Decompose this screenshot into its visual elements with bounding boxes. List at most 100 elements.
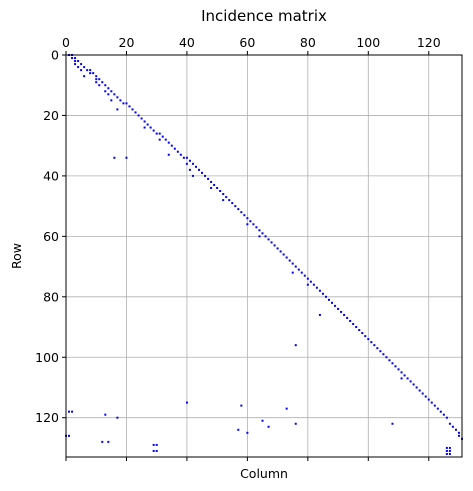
matrix-entry [107, 440, 110, 443]
matrix-entry [95, 78, 98, 81]
matrix-entry [167, 141, 170, 144]
matrix-entry [198, 168, 201, 171]
matrix-entry [445, 452, 448, 455]
matrix-entry [152, 443, 155, 446]
matrix-entry [125, 102, 128, 105]
matrix-entry [107, 87, 110, 90]
matrix-entry [77, 60, 80, 63]
matrix-entry [188, 159, 191, 162]
matrix-entry [400, 377, 403, 380]
matrix-entry [291, 271, 294, 274]
matrix-entry [258, 229, 261, 232]
matrix-entry [331, 301, 334, 304]
matrix-entry [188, 168, 191, 171]
matrix-entry [321, 292, 324, 295]
matrix-entry [349, 319, 352, 322]
matrix-entry [80, 69, 83, 72]
x-tick-label: 80 [300, 35, 316, 50]
matrix-entry [128, 105, 131, 108]
matrix-entry [173, 147, 176, 150]
matrix-entry [246, 217, 249, 220]
matrix-entry [309, 280, 312, 283]
matrix-entry [158, 138, 161, 141]
matrix-entry [158, 132, 161, 135]
matrix-entry [285, 407, 288, 410]
matrix-entry [237, 428, 240, 431]
y-tick-label: 80 [43, 289, 59, 304]
matrix-entry [167, 153, 170, 156]
y-axis-label: Row [9, 243, 24, 269]
matrix-entry [210, 180, 213, 183]
matrix-entry [137, 114, 140, 117]
matrix-entry [246, 223, 249, 226]
matrix-entry [140, 117, 143, 120]
matrix-entry [439, 410, 442, 413]
matrix-entry [161, 135, 164, 138]
matrix-entry [430, 401, 433, 404]
matrix-entry [285, 256, 288, 259]
x-tick-label: 0 [62, 35, 70, 50]
matrix-entry [394, 365, 397, 368]
matrix-entry [240, 404, 243, 407]
matrix-entry [204, 174, 207, 177]
matrix-entry [89, 69, 92, 72]
matrix-entry [391, 422, 394, 425]
matrix-entry [448, 452, 451, 455]
matrix-entry [152, 449, 155, 452]
matrix-entry [170, 144, 173, 147]
matrix-entry [454, 428, 457, 431]
matrix-entry [107, 93, 110, 96]
x-axis-ticks: 0 20 40 60 80 100 120 [62, 35, 441, 55]
matrix-entry [95, 81, 98, 84]
matrix-entry [83, 66, 86, 69]
x-axis-bottom-ticks [65, 457, 430, 461]
matrix-entry [116, 416, 119, 419]
matrix-entry [352, 323, 355, 326]
matrix-entry [261, 419, 264, 422]
matrix-entry [113, 93, 116, 96]
matrix-entry [364, 335, 367, 338]
matrix-entry [261, 232, 264, 235]
matrix-entry [101, 81, 104, 84]
matrix-entry [327, 298, 330, 301]
matrix-entry [258, 235, 261, 238]
matrix-entry [436, 407, 439, 410]
matrix-entry [89, 72, 92, 75]
matrix-entry [448, 446, 451, 449]
matrix-entry [83, 75, 86, 78]
y-tick-label: 120 [35, 410, 59, 425]
matrix-entry [294, 422, 297, 425]
matrix-entry [379, 350, 382, 353]
matrix-entry [71, 57, 74, 60]
matrix-entry [68, 410, 71, 413]
matrix-entry [185, 156, 188, 159]
matrix-entry [297, 268, 300, 271]
matrix-entry [146, 123, 149, 126]
matrix-entry [176, 150, 179, 153]
matrix-entry [74, 63, 77, 66]
matrix-entry [77, 66, 80, 69]
matrix-entry [216, 186, 219, 189]
matrix-entry [185, 401, 188, 404]
matrix-entry [222, 193, 225, 196]
matrix-entry [95, 75, 98, 78]
matrix-entry [388, 359, 391, 362]
matrix-entry [191, 174, 194, 177]
matrix-entry [385, 356, 388, 359]
matrix-entry [164, 138, 167, 141]
matrix-entry [234, 205, 237, 208]
matrix-entry [222, 199, 225, 202]
matrix-entry [98, 78, 101, 81]
matrix-entry [300, 271, 303, 274]
matrix-entry [74, 60, 77, 63]
matrix-entry [358, 329, 361, 332]
matrix-entry [340, 310, 343, 313]
matrix-entry [143, 126, 146, 129]
matrix-entry [249, 220, 252, 223]
matrix-entry [445, 449, 448, 452]
matrix-entry [98, 84, 101, 87]
data-points [65, 54, 463, 455]
matrix-entry [252, 223, 255, 226]
matrix-entry [418, 389, 421, 392]
matrix-entry [270, 241, 273, 244]
